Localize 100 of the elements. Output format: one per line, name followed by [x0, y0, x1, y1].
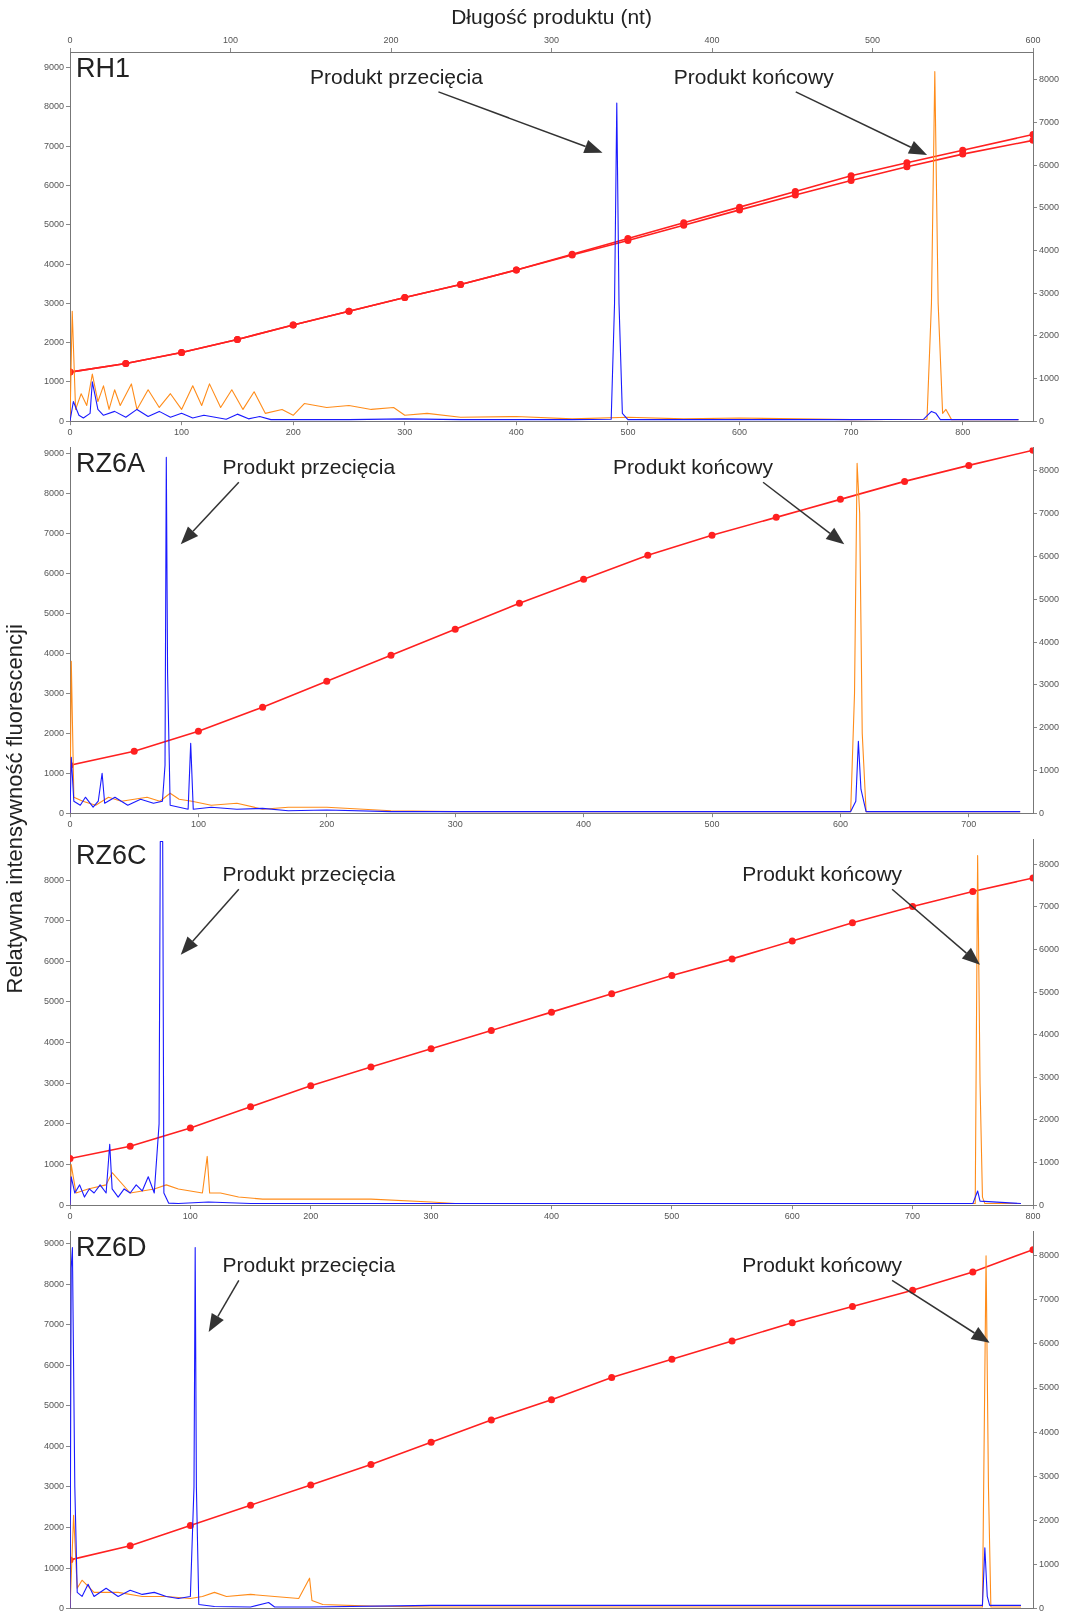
- x-tick-label: 600: [832, 819, 848, 830]
- y2-tick-label: 8000: [1039, 858, 1060, 869]
- y-tick-label: 2000: [43, 337, 64, 348]
- y2-tick-label: 7000: [1039, 901, 1060, 912]
- y2-tick-label: 8000: [1039, 465, 1060, 476]
- y-tick-label: 6000: [43, 1359, 64, 1370]
- y-tick-label: 2000: [43, 727, 64, 738]
- y2-tick-label: 8000: [1039, 74, 1060, 85]
- y2-tick-label: 6000: [1039, 159, 1060, 170]
- y2-tick-label: 5000: [1039, 202, 1060, 213]
- x-tick-label: 300: [447, 819, 463, 830]
- chart-title: RZ6A: [76, 448, 146, 479]
- x-tick-label: 100: [174, 427, 190, 438]
- x2-tick-label: 0: [67, 35, 73, 46]
- x-tick-label: 700: [905, 1211, 921, 1222]
- y-tick-label: 0: [58, 415, 64, 426]
- y-tick-label: 7000: [43, 140, 64, 151]
- y2-tick-label: 4000: [1039, 244, 1060, 255]
- y2-tick-label: 2000: [1039, 330, 1060, 341]
- y-tick-label: 7000: [43, 1319, 64, 1330]
- annotation: Produkt przecięcia: [222, 455, 396, 479]
- x-tick-label: 700: [843, 427, 859, 438]
- y-tick-label: 0: [58, 807, 64, 818]
- x2-axis-title: Długość produktu (nt): [451, 5, 652, 29]
- chart-title: RZ6C: [76, 840, 147, 871]
- y2-tick-label: 4000: [1039, 636, 1060, 647]
- y2-tick-label: 7000: [1039, 116, 1060, 127]
- x-tick-label: 0: [67, 819, 73, 830]
- y2-tick-label: 1000: [1039, 373, 1060, 383]
- y2-tick-label: 5000: [1039, 986, 1060, 997]
- y2-tick-label: 3000: [1039, 1071, 1060, 1082]
- annotation: Produkt końcowy: [742, 1253, 903, 1277]
- x-tick-label: 0: [67, 1211, 73, 1222]
- x-tick-label: 100: [190, 819, 206, 830]
- y2-tick-label: 8000: [1039, 1250, 1060, 1261]
- y-tick-label: 2000: [43, 1118, 64, 1129]
- y-axis-title: Relatywna intensywność fluorescencji: [2, 624, 28, 994]
- x2-tick-label: 200: [383, 35, 399, 46]
- annotation: Produkt końcowy: [673, 64, 835, 88]
- annotation: Produkt przecięcia: [222, 862, 396, 886]
- x-tick-label: 300: [397, 427, 413, 438]
- x2-tick-label: 500: [864, 35, 881, 46]
- y-tick-label: 7000: [43, 527, 64, 538]
- annotation: Produkt przecięcia: [310, 64, 484, 88]
- y2-tick-label: 1000: [1039, 1558, 1060, 1569]
- y-tick-label: 4000: [43, 1037, 64, 1048]
- x-tick-label: 100: [182, 1211, 198, 1222]
- y-tick-label: 7000: [43, 915, 64, 926]
- x-tick-label: 400: [508, 427, 524, 438]
- y-tick-label: 5000: [43, 996, 64, 1007]
- y2-tick-label: 3000: [1039, 1470, 1060, 1481]
- x-tick-label: 400: [576, 819, 592, 830]
- x-tick-label: 800: [1025, 1211, 1041, 1222]
- y2-tick-label: 0: [1039, 1199, 1045, 1210]
- y-tick-label: 6000: [43, 955, 64, 966]
- x2-tick-label: 600: [1025, 35, 1041, 46]
- x-tick-label: 600: [732, 427, 748, 438]
- y2-tick-label: 4000: [1039, 1426, 1060, 1437]
- y-tick-label: 8000: [43, 101, 64, 112]
- x-tick-label: 700: [961, 819, 977, 830]
- x-tick-label: 500: [620, 427, 636, 438]
- chart-title: RZ6D: [76, 1232, 147, 1263]
- annotation: Produkt końcowy: [613, 455, 774, 479]
- y2-tick-label: 4000: [1039, 1029, 1060, 1040]
- y-tick-label: 3000: [43, 297, 64, 308]
- chart-title: RH1: [76, 52, 131, 83]
- y-tick-label: 3000: [43, 1481, 64, 1492]
- y2-tick-label: 1000: [1039, 1157, 1060, 1168]
- x-tick-label: 600: [784, 1211, 800, 1222]
- y2-tick-label: 6000: [1039, 943, 1060, 954]
- y2-tick-label: 2000: [1039, 1114, 1060, 1125]
- y-tick-label: 8000: [43, 1278, 64, 1289]
- y2-tick-label: 7000: [1039, 1294, 1060, 1305]
- x2-tick-label: 400: [704, 35, 720, 46]
- y-tick-label: 1000: [43, 376, 64, 387]
- y2-tick-label: 3000: [1039, 679, 1060, 690]
- x-tick-label: 200: [303, 1211, 319, 1222]
- y2-tick-label: 2000: [1039, 722, 1060, 733]
- y2-tick-label: 5000: [1039, 593, 1060, 604]
- x-tick-label: 0: [67, 427, 73, 438]
- y-tick-label: 6000: [43, 567, 64, 578]
- y2-tick-label: 0: [1039, 415, 1045, 426]
- y2-tick-label: 6000: [1039, 550, 1060, 561]
- y-tick-label: 3000: [43, 687, 64, 698]
- y2-tick-label: 1000: [1039, 764, 1060, 775]
- x-tick-label: 500: [664, 1211, 680, 1222]
- y-tick-label: 1000: [43, 767, 64, 778]
- annotation: Produkt końcowy: [742, 862, 903, 886]
- y-tick-label: 5000: [43, 607, 64, 618]
- y2-tick-label: 0: [1039, 807, 1045, 818]
- y-tick-label: 4000: [43, 1440, 64, 1451]
- y-tick-label: 6000: [43, 180, 64, 191]
- y-tick-label: 8000: [43, 487, 64, 498]
- annotation: Produkt przecięcia: [222, 1253, 396, 1277]
- y-tick-label: 9000: [43, 62, 64, 73]
- y2-tick-label: 2000: [1039, 1514, 1060, 1525]
- y-tick-label: 5000: [43, 1400, 64, 1411]
- y2-tick-label: 3000: [1039, 287, 1060, 298]
- x2-tick-label: 100: [222, 35, 239, 46]
- x-tick-label: 200: [285, 427, 301, 438]
